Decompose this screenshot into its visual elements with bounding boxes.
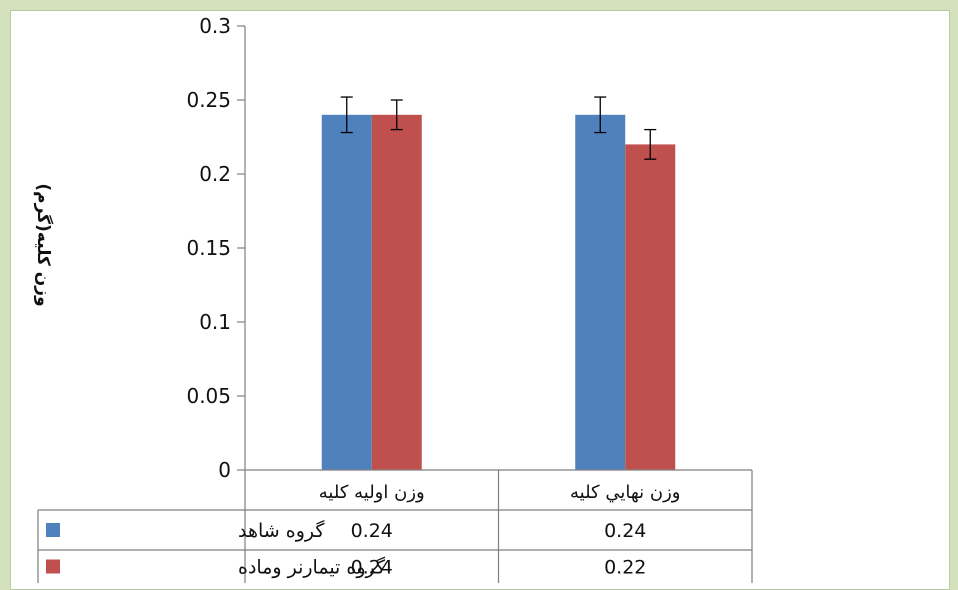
legend-swatch xyxy=(46,559,60,574)
y-tick-label: 0.15 xyxy=(186,236,231,260)
legend-label: گروه شاهد xyxy=(238,519,325,542)
x-category-label: وزن اوليه كليه xyxy=(319,482,425,503)
bar xyxy=(625,144,676,470)
y-tick-label: 0.3 xyxy=(199,14,231,38)
bar xyxy=(575,114,626,471)
y-tick-label: 0.1 xyxy=(199,310,231,334)
y-axis-label: وزن كليه(گرم) xyxy=(33,183,54,306)
chart-frame xyxy=(10,10,950,590)
bar xyxy=(371,114,422,471)
table-value: 0.24 xyxy=(351,520,393,542)
y-tick-label: 0 xyxy=(218,458,231,482)
legend-swatch xyxy=(46,523,60,537)
table-value: 0.24 xyxy=(351,557,393,579)
y-tick-label: 0.05 xyxy=(186,384,231,408)
table-value: 0.22 xyxy=(604,557,646,579)
table-value: 0.24 xyxy=(604,520,646,542)
legend-label: گروه تيمارنر وماده xyxy=(238,556,386,579)
y-tick-label: 0.2 xyxy=(199,162,231,186)
x-category-label: وزن نهايي كليه xyxy=(570,482,680,503)
bar xyxy=(321,114,372,471)
y-tick-label: 0.25 xyxy=(186,88,231,112)
